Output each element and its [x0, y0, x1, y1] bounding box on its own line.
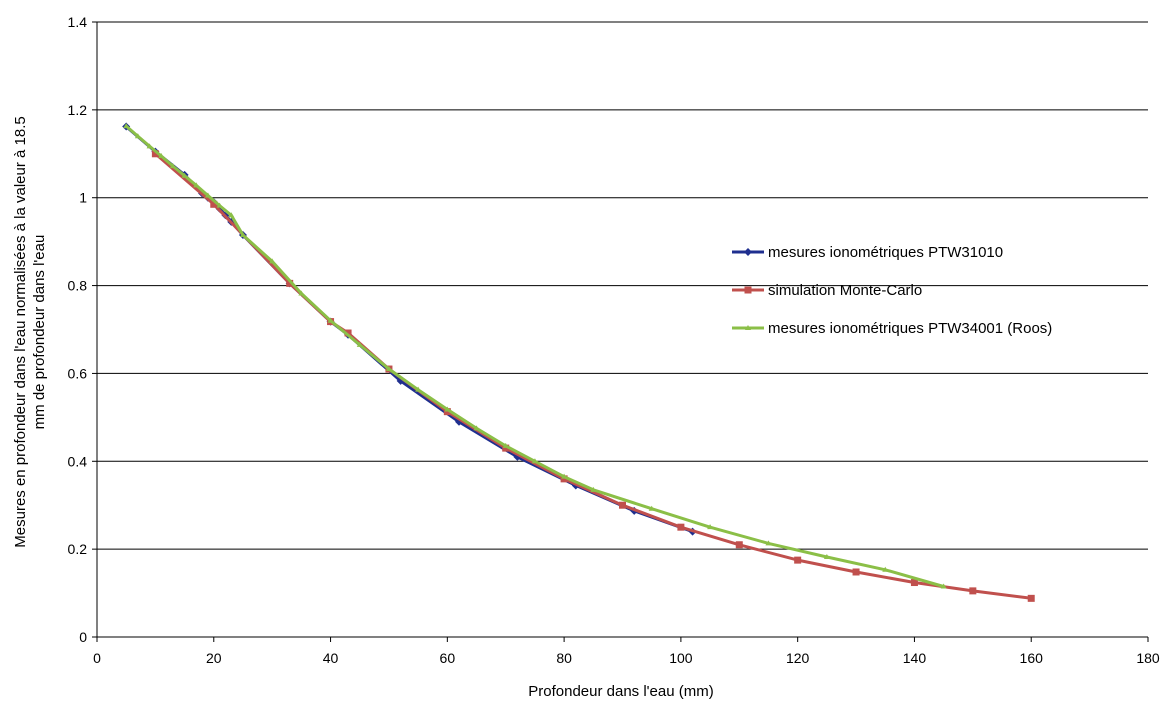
x-tick-label: 60: [440, 650, 456, 666]
legend-item: simulation Monte-Carlo: [732, 282, 922, 299]
data-point-triangle: [502, 442, 509, 448]
data-point-square: [794, 556, 802, 564]
x-tick-label: 20: [206, 650, 222, 666]
y-tick-label: 1: [79, 190, 87, 206]
y-tick-label: 1.2: [68, 102, 88, 118]
x-tick-label: 80: [556, 650, 572, 666]
y-tick-label: 0.2: [68, 541, 88, 557]
x-tick-label: 0: [93, 650, 101, 666]
data-point-square: [344, 329, 352, 337]
data-point-triangle: [561, 473, 568, 479]
data-point-triangle: [444, 406, 451, 412]
legend: mesures ionométriques PTW31010 simulation…: [732, 244, 1052, 337]
data-point-triangle: [707, 524, 714, 530]
data-point-triangle: [123, 123, 130, 129]
data-point-triangle: [193, 182, 200, 188]
data-point-square: [560, 475, 568, 483]
data-point-square: [852, 568, 860, 576]
legend-label: mesures ionométriques PTW31010: [768, 244, 1003, 261]
series-line: [154, 152, 1032, 600]
data-point-square: [735, 541, 743, 549]
gridlines: [92, 21, 1148, 638]
data-point-triangle: [648, 505, 655, 511]
data-point-square: [744, 286, 752, 294]
legend-item: mesures ionométriques PTW31010: [732, 244, 1003, 261]
y-tick-label: 0.4: [68, 453, 88, 469]
data-point-triangle: [385, 366, 392, 372]
data-point-square: [151, 150, 159, 158]
x-tick-label: 100: [669, 650, 693, 666]
y-axis-label-line1: Mesures en profondeur dans l'eau normali…: [12, 116, 29, 547]
plot-area: [122, 122, 1035, 602]
data-point-square: [619, 501, 626, 509]
data-point-triangle: [823, 554, 830, 560]
data-point-triangle: [216, 202, 223, 208]
data-point-triangle: [298, 290, 305, 296]
data-point-triangle: [415, 386, 422, 392]
series-1: [122, 122, 697, 536]
x-tick-label: 40: [323, 650, 339, 666]
data-point-triangle: [134, 133, 141, 139]
y-tick-label: 0.8: [68, 278, 88, 294]
data-point-square: [286, 279, 294, 287]
data-point-triangle: [228, 212, 235, 218]
y-tick-label: 0.6: [68, 365, 88, 381]
legend-label: simulation Monte-Carlo: [768, 282, 922, 299]
data-point-square: [210, 200, 218, 208]
y-axis-label-line2: mm de profondeur dans l'eau: [31, 235, 48, 430]
data-point-triangle: [531, 458, 538, 464]
data-point-triangle: [269, 258, 276, 264]
legend-item: mesures ionométriques PTW34001 (Roos): [732, 320, 1052, 337]
data-point-triangle: [146, 143, 153, 149]
data-point-triangle: [356, 341, 363, 347]
data-point-square: [443, 408, 451, 416]
data-point-triangle: [765, 540, 772, 546]
data-point-triangle: [181, 172, 188, 178]
data-point-triangle: [882, 566, 889, 572]
y-tick-labels: 0 0.2 0.4 0.6 0.8 1 1.2 1.4: [68, 14, 88, 645]
x-tick-label: 120: [786, 650, 810, 666]
data-point-triangle: [745, 325, 751, 330]
series-line: [125, 124, 945, 588]
data-point-triangle: [473, 425, 480, 431]
data-point-triangle: [204, 192, 211, 198]
data-point-triangle: [940, 583, 947, 589]
series-line: [125, 125, 694, 534]
data-point-square: [677, 523, 685, 531]
x-tick-label: 180: [1136, 650, 1160, 666]
series-3: [123, 123, 947, 589]
data-point-triangle: [239, 232, 246, 238]
axes: [96, 22, 1149, 642]
data-point-triangle: [158, 152, 165, 158]
legend-label: mesures ionométriques PTW34001 (Roos): [768, 320, 1052, 337]
data-point-diamond: [744, 248, 752, 256]
x-tick-label: 140: [903, 650, 927, 666]
x-tick-labels: 0 20 40 60 80 100 120 140 160 180: [93, 650, 1160, 666]
y-tick-label: 0: [79, 629, 87, 645]
data-point-square: [1027, 594, 1035, 602]
data-point-triangle: [590, 486, 597, 492]
x-axis-label: Profondeur dans l'eau (mm): [528, 683, 713, 700]
data-point-square: [910, 579, 918, 587]
y-tick-label: 1.4: [68, 14, 88, 30]
data-point-square: [969, 587, 977, 595]
data-point-triangle: [169, 163, 176, 169]
series-2: [151, 150, 1035, 602]
data-point-square: [502, 444, 510, 452]
data-point-triangle: [327, 317, 334, 323]
x-tick-label: 160: [1020, 650, 1044, 666]
